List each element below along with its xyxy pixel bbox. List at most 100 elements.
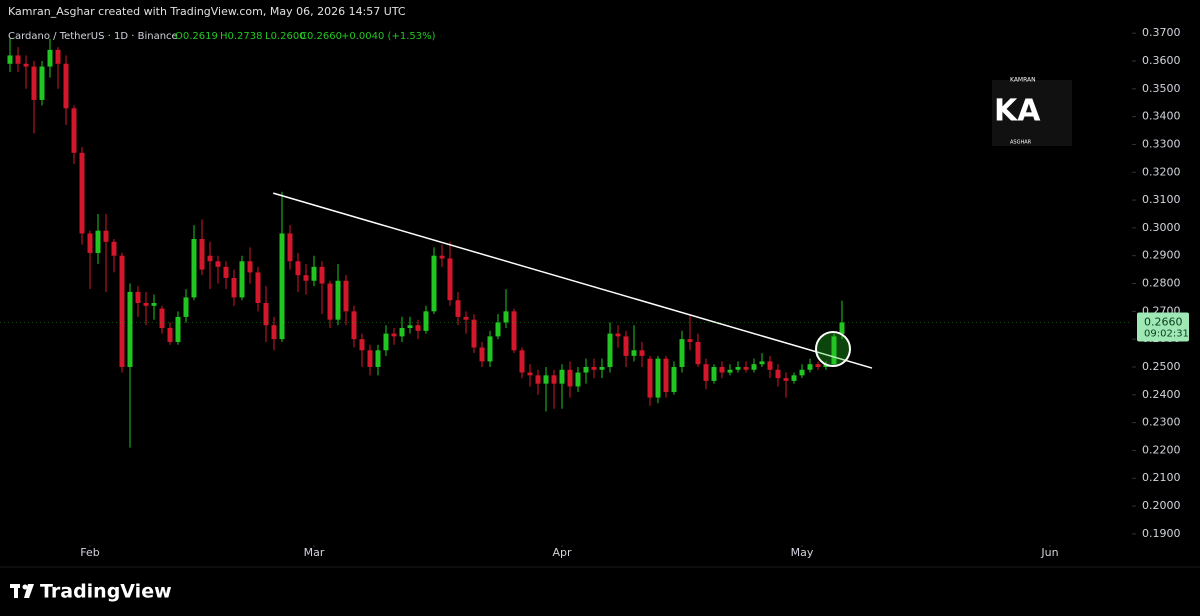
highlight-circle bbox=[815, 331, 851, 367]
candle-body bbox=[583, 366, 589, 373]
candle-body bbox=[279, 233, 285, 340]
last-price-label: 0.2660 bbox=[1144, 315, 1183, 328]
candle-body bbox=[479, 347, 485, 362]
candle-body bbox=[407, 325, 413, 329]
candle-body bbox=[647, 358, 653, 398]
logo-mark: KA bbox=[994, 94, 1041, 129]
candle-body bbox=[127, 291, 133, 367]
candle-body bbox=[199, 239, 205, 270]
candle-body bbox=[95, 230, 101, 253]
candle-body bbox=[311, 266, 317, 281]
candle-body bbox=[327, 283, 333, 320]
y-tick-label: 0.3700 bbox=[1142, 26, 1181, 39]
candle-body bbox=[143, 302, 149, 306]
x-tick-label: Apr bbox=[552, 546, 572, 559]
candle-body bbox=[135, 291, 141, 303]
candle-body bbox=[431, 255, 437, 312]
y-tick-label: 0.2100 bbox=[1142, 471, 1181, 484]
candle-body bbox=[463, 316, 469, 320]
candle-body bbox=[319, 266, 325, 284]
candle-body bbox=[783, 378, 789, 381]
candle-body bbox=[415, 325, 421, 331]
candle-body bbox=[615, 333, 621, 337]
y-tick-label: 0.2000 bbox=[1142, 499, 1181, 512]
candle-body bbox=[711, 366, 717, 381]
candle-body bbox=[375, 350, 381, 367]
candle-body bbox=[575, 372, 581, 387]
candle-body bbox=[807, 364, 813, 370]
candle-body bbox=[823, 364, 829, 367]
candle-body bbox=[295, 261, 301, 276]
candle-body bbox=[271, 325, 277, 340]
candle-body bbox=[63, 63, 69, 109]
candle-body bbox=[183, 297, 189, 317]
last-price-box bbox=[1137, 312, 1189, 342]
candle-body bbox=[695, 341, 701, 365]
y-tick-label: 0.2400 bbox=[1142, 388, 1181, 401]
candle-body bbox=[831, 336, 837, 365]
candle-body bbox=[71, 108, 77, 153]
logo-bg bbox=[992, 80, 1072, 146]
candle-body bbox=[39, 66, 45, 100]
y-tick-label: 0.3600 bbox=[1142, 54, 1181, 67]
x-tick-label: Mar bbox=[304, 546, 325, 559]
tv-logo-shape bbox=[22, 584, 28, 590]
brand: TradingView bbox=[40, 581, 172, 603]
candle-body bbox=[119, 255, 125, 367]
candle-body bbox=[191, 239, 197, 298]
legend-high: H0.2738 bbox=[220, 31, 263, 42]
candle-body bbox=[735, 366, 741, 370]
candle-body bbox=[743, 366, 749, 370]
candle-body bbox=[367, 350, 373, 367]
candle-body bbox=[31, 66, 37, 100]
candle-body bbox=[471, 319, 477, 348]
candle-body bbox=[175, 316, 181, 342]
candle-body bbox=[215, 261, 221, 267]
candle-body bbox=[7, 55, 13, 64]
y-tick-label: 0.3300 bbox=[1142, 137, 1181, 150]
y-tick-label: 0.2200 bbox=[1142, 443, 1181, 456]
candle-body bbox=[527, 372, 533, 376]
candle-body bbox=[255, 272, 261, 303]
candle-body bbox=[87, 233, 93, 253]
candle-body bbox=[383, 333, 389, 351]
candle-body bbox=[727, 369, 733, 373]
tv-logo-shape bbox=[24, 584, 34, 598]
candle-body bbox=[287, 233, 293, 262]
candle-body bbox=[767, 361, 773, 370]
candle-body bbox=[663, 358, 669, 393]
candle-body bbox=[815, 364, 821, 367]
candle-body bbox=[223, 266, 229, 278]
candle-body bbox=[503, 311, 509, 323]
candle-body bbox=[599, 366, 605, 370]
candle-body bbox=[751, 364, 757, 370]
legend-symbol: Cardano / TetherUS · 1D · Binance bbox=[8, 31, 178, 42]
candle-body bbox=[159, 308, 165, 329]
candle-body bbox=[775, 369, 781, 379]
candle-body bbox=[759, 361, 765, 365]
candle-body bbox=[703, 364, 709, 381]
candle-body bbox=[455, 300, 461, 317]
candle-body bbox=[247, 261, 253, 273]
attribution: Kamran_Asghar created with TradingView.c… bbox=[8, 5, 406, 18]
tv-logo: TradingView bbox=[10, 581, 172, 603]
candle-body bbox=[151, 302, 157, 306]
candle-body bbox=[631, 350, 637, 356]
x-tick-label: May bbox=[791, 546, 814, 559]
candle-body bbox=[495, 322, 501, 337]
y-tick-label: 0.3500 bbox=[1142, 82, 1181, 95]
candle-body bbox=[567, 369, 573, 387]
candle-body bbox=[719, 366, 725, 373]
candle-body bbox=[239, 261, 245, 298]
candle-body bbox=[15, 55, 21, 64]
y-tick-label: 0.2800 bbox=[1142, 277, 1181, 290]
candle-body bbox=[111, 241, 117, 256]
candle-body bbox=[799, 369, 805, 376]
y-tick-label: 0.2300 bbox=[1142, 416, 1181, 429]
candle-body bbox=[47, 49, 53, 67]
candle-body bbox=[623, 336, 629, 356]
legend-close: C0.2660 bbox=[300, 31, 342, 42]
candle-body bbox=[591, 366, 597, 370]
candle-body bbox=[655, 358, 661, 398]
